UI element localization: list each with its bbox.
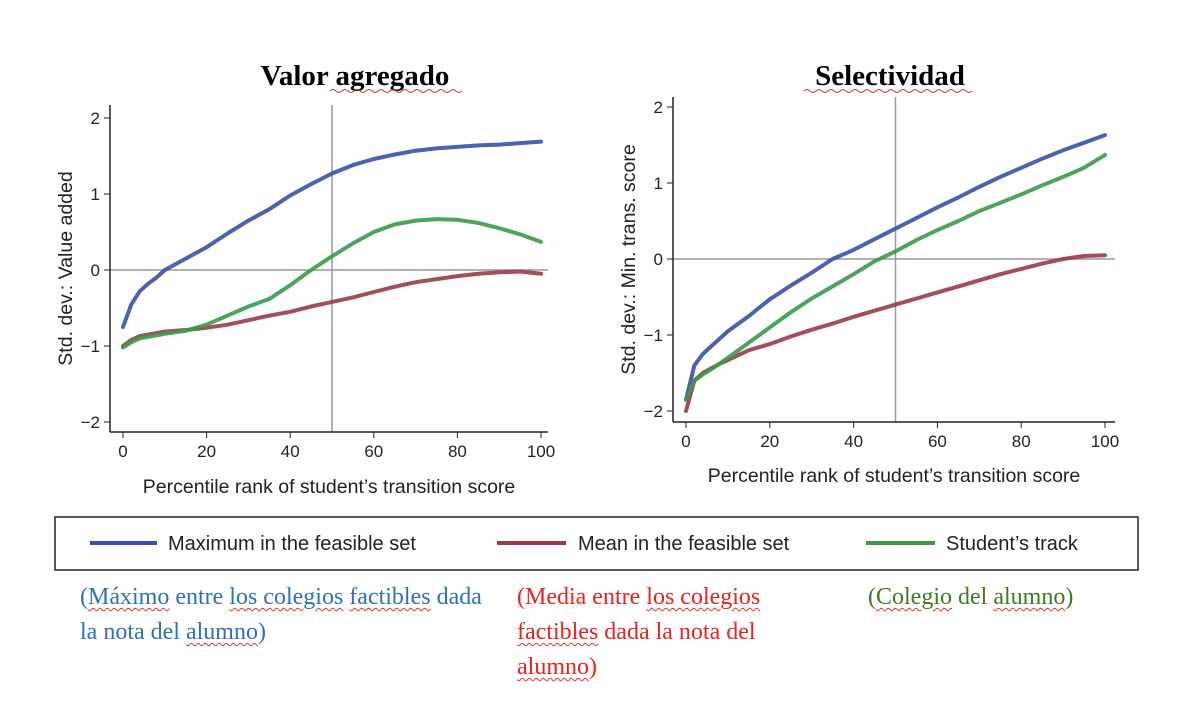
legend-box	[54, 516, 1139, 571]
spellcheck-underline	[329, 89, 463, 93]
note-maximum: (Máximo entre los colegios factibles dad…	[80, 580, 500, 650]
y-tick-label: 0	[654, 250, 663, 269]
spellcheck-underline	[803, 89, 973, 93]
x-tick-label: 20	[760, 432, 779, 451]
series-line-student-s-track	[121, 217, 543, 350]
legend-label-mean: Mean in the feasible set	[578, 533, 790, 555]
note-text: los colegios	[229, 584, 344, 610]
series-line-student-s-track	[684, 152, 1107, 402]
y-tick-label: 1	[654, 174, 663, 193]
series-line-maximum-in-the-feasible-set	[684, 133, 1107, 402]
y-axis-label: Std. dev.: Min. trans. score	[618, 144, 640, 374]
note-text: alumno	[517, 654, 589, 680]
note-mean: (Media entre los colegios factibles dada…	[517, 580, 817, 685]
note-text: dada la nota del	[80, 584, 482, 645]
note-text: los colegios	[646, 584, 761, 610]
y-tick-label: −1	[81, 337, 100, 356]
note-text: )	[589, 654, 597, 680]
x-tick-label: 80	[448, 442, 467, 461]
x-tick-label: 0	[681, 432, 690, 451]
legend-label-student-track: Student’s track	[946, 533, 1079, 555]
x-tick-label: 20	[197, 442, 216, 461]
y-tick-label: 0	[91, 261, 100, 280]
y-tick-label: 2	[91, 109, 100, 128]
y-tick-label: 2	[654, 98, 663, 117]
note-text: entre	[169, 584, 230, 610]
note-text: alumno	[993, 584, 1066, 610]
note-student-track: (Colegio del alumno)	[868, 580, 1168, 615]
note-text: Colegio	[876, 584, 952, 610]
x-tick-label: 80	[1012, 432, 1031, 451]
y-tick-label: −2	[81, 413, 100, 432]
series-line-maximum-in-the-feasible-set	[121, 139, 543, 329]
legend-label-maximum: Maximum in the feasible set	[168, 533, 416, 555]
note-text: factibles	[349, 584, 431, 610]
x-tick-label: 40	[844, 432, 863, 451]
chart-title-valor-agregado: Valor agregado	[261, 60, 450, 92]
note-text: alumno	[185, 619, 258, 645]
x-tick-label: 60	[928, 432, 947, 451]
y-axis-label: Std. dev.: Value added	[55, 171, 77, 365]
y-tick-label: −1	[644, 326, 663, 345]
x-tick-label: 0	[118, 442, 127, 461]
note-text: factibles	[517, 619, 599, 645]
y-tick-label: −2	[644, 402, 663, 421]
note-text: Máximo	[88, 584, 170, 610]
y-tick-label: 1	[91, 185, 100, 204]
x-tick-label: 100	[1091, 432, 1119, 451]
note-text: (	[868, 584, 876, 610]
note-text: (Media entre	[517, 584, 647, 610]
chart-title-selectividad: Selectividad	[815, 60, 965, 92]
x-tick-label: 100	[527, 442, 555, 461]
note-text: del	[952, 584, 994, 610]
x-axis-label: Percentile rank of student’s transition …	[143, 476, 516, 498]
note-text: (	[80, 584, 88, 610]
note-text: )	[257, 619, 266, 645]
note-text: )	[1065, 584, 1074, 610]
x-tick-label: 60	[364, 442, 383, 461]
x-tick-label: 40	[281, 442, 300, 461]
note-text: dada la nota del	[598, 619, 756, 645]
series-line-mean-in-the-feasible-set	[121, 269, 543, 348]
x-axis-label: Percentile rank of student’s transition …	[708, 465, 1081, 487]
